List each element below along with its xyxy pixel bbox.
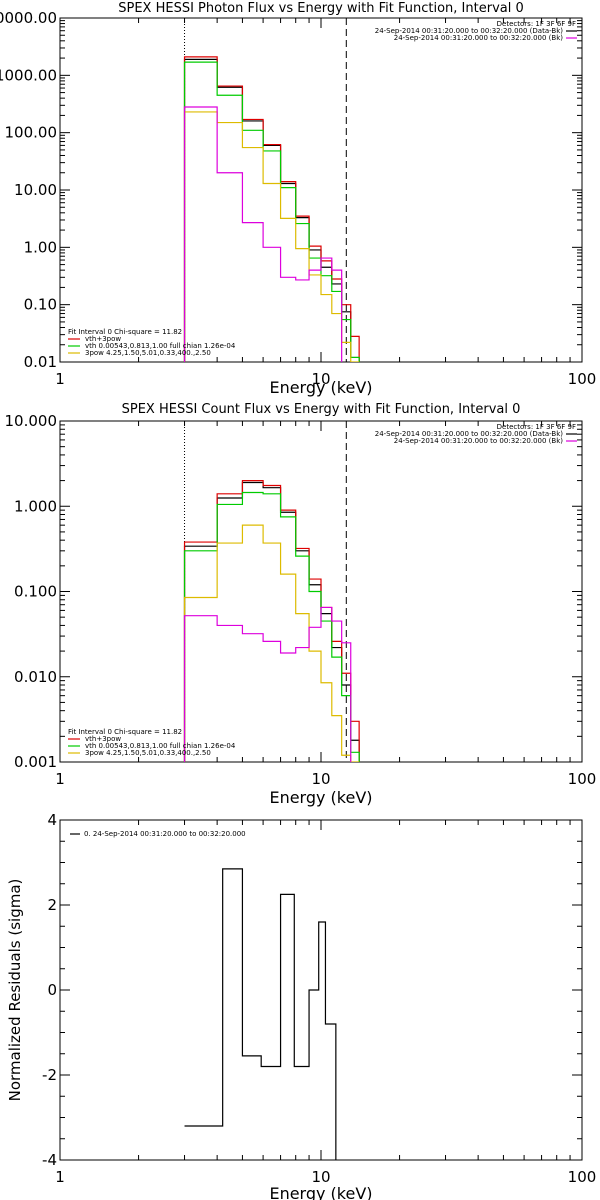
x-tick-label: 10 (311, 1168, 330, 1186)
fit-legend-header: Fit Interval 0 Chi-square = 11.82 (68, 728, 182, 736)
series-2-steps (183, 479, 360, 762)
fit-legend-entry: 3pow 4.25,1.50,5.01,0.33,400.,2.50 (85, 749, 211, 757)
y-tick-label: 0.01 (24, 353, 57, 371)
series-4-steps (183, 524, 360, 762)
legend-entry: 24-Sep-2014 00:31:20.000 to 00:32:20.000… (394, 34, 564, 42)
legend-entry: 24-Sep-2014 00:31:20.000 to 00:32:20.000… (375, 27, 564, 35)
legend-entry: 0. 24-Sep-2014 00:31:20.000 to 00:32:20.… (84, 830, 246, 838)
fit-legend-header: Fit Interval 0 Chi-square = 11.82 (68, 328, 182, 336)
x-axis-label: Energy (keV) (269, 788, 372, 807)
x-axis-label: Energy (keV) (269, 378, 372, 397)
series-group (183, 56, 360, 362)
x-axis-label: Energy (keV) (269, 1184, 372, 1200)
chart-title: SPEX HESSI Photon Flux vs Energy with Fi… (118, 1, 524, 16)
y-tick-label: 100.00 (5, 124, 58, 142)
series-1-steps (184, 868, 346, 1160)
legend-header: Detectors: 1F 3F 6F 9F (497, 423, 576, 431)
series-1-steps (183, 481, 360, 762)
x-tick-label: 100 (568, 770, 597, 788)
series-1-steps (183, 58, 360, 362)
fit-legend-entry: vth+3pow (85, 335, 121, 343)
legend-header: Detectors: 1F 3F 6F 9F (497, 20, 576, 28)
y-axis-label: Normalized Residuals (sigma) (6, 879, 24, 1102)
x-tick-label: 10 (311, 370, 330, 388)
x-tick-label: 10 (311, 770, 330, 788)
series-3-steps (183, 61, 360, 362)
y-tick-label: 0.010 (14, 668, 57, 686)
chart-panel-3: 1 10 100 -4 -2 0 2 4 Energy (keV) Normalized Resi… (6, 811, 596, 1200)
y-tick-label: -2 (42, 1066, 57, 1084)
y-tick-label: 10000.00 (0, 9, 57, 27)
series-2-steps (183, 56, 360, 362)
series-3-steps (183, 491, 360, 762)
fit-legend-entry: 3pow 4.25,1.50,5.01,0.33,400.,2.50 (85, 349, 211, 357)
fit-legend-entry: vth 0.00543,0.813,1.00 full chian 1.26e-… (85, 742, 236, 750)
y-tick-label: 0 (47, 981, 57, 999)
fit-legend-entry: vth+3pow (85, 735, 121, 743)
chart-panel-2: 1 10 100 0.001 0.010 0.100 1.000 10.000 SPEX HES… (5, 402, 597, 807)
y-tick-label: 1.000 (14, 497, 57, 515)
chart-panel-1: 1 10 100 0.01 0.10 1.00 10.00 100.00 1000.00 1000… (0, 1, 596, 397)
y-tick-label: 1.00 (24, 238, 57, 256)
y-tick-label: 10.000 (5, 412, 58, 430)
x-tick-label: 100 (568, 370, 597, 388)
fit-legend-entry: vth 0.00543,0.813,1.00 full chian 1.26e-… (85, 342, 236, 350)
y-tick-label: 0.100 (14, 583, 57, 601)
y-tick-label: 0.001 (14, 753, 57, 771)
y-tick-label: 4 (47, 811, 57, 829)
legend-entry: 24-Sep-2014 00:31:20.000 to 00:32:20.000… (375, 430, 564, 438)
y-tick-label: 1000.00 (0, 66, 57, 84)
legend-entry: 24-Sep-2014 00:31:20.000 to 00:32:20.000… (394, 437, 564, 445)
y-tick-label: 0.10 (24, 296, 57, 314)
y-tick-label: 10.00 (14, 181, 57, 199)
x-tick-label: 1 (55, 770, 65, 788)
series-group (183, 479, 360, 762)
x-tick-label: 1 (55, 370, 65, 388)
x-tick-label: 1 (55, 1168, 65, 1186)
y-tick-label: 2 (47, 896, 57, 914)
series-5-steps (183, 106, 343, 362)
y-tick-label: -4 (42, 1151, 57, 1169)
x-tick-label: 100 (568, 1168, 597, 1186)
chart-title: SPEX HESSI Count Flux vs Energy with Fit… (122, 402, 521, 417)
series-group (184, 868, 346, 1160)
series-5-steps (183, 606, 352, 762)
